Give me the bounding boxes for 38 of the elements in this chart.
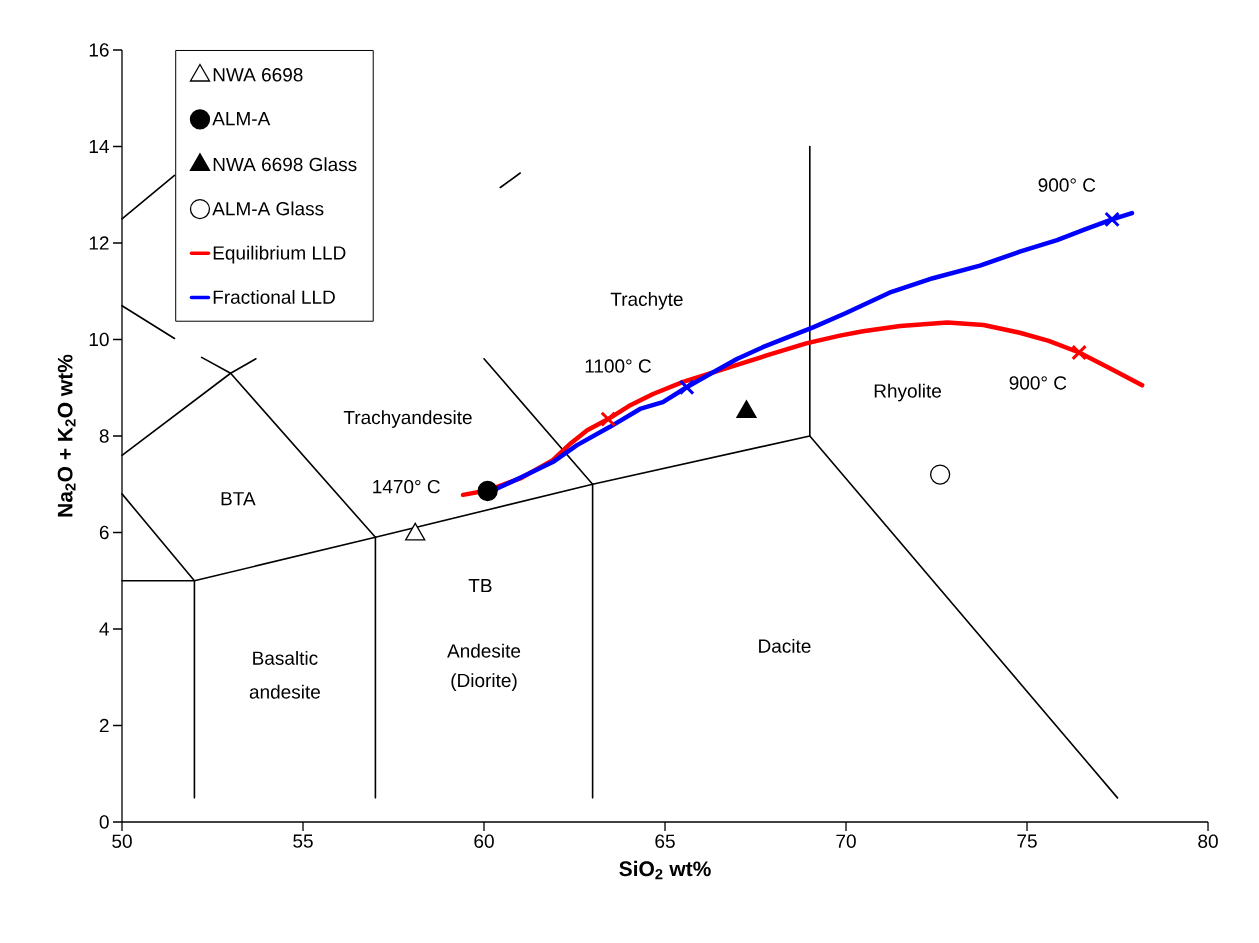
x-axis-title: SiO$_{2}$ wt%: [619, 860, 711, 880]
y-tick-label: 16: [89, 43, 109, 57]
y-tick-label: 6: [99, 525, 109, 540]
annotation: 1100° C: [585, 359, 651, 373]
annotation: 900° C: [1038, 178, 1096, 192]
x-tick-label: 60: [474, 834, 494, 848]
y-axis-title: Na$_{2}$O + K$_{2}$O wt%: [57, 354, 76, 517]
legend-label: NWA 6698 Glass: [213, 157, 357, 172]
annotation: Trachyandesite: [343, 410, 472, 428]
annotation: 900° C: [1009, 376, 1067, 390]
annotation: andesite: [249, 684, 320, 699]
annotation: Trachyte: [610, 292, 683, 310]
x-tick-label: 75: [1017, 834, 1037, 848]
x-tick-label: 80: [1198, 834, 1218, 848]
y-tick-label: 14: [89, 139, 109, 154]
y-tick-label: 10: [89, 332, 109, 347]
annotation: TB: [468, 579, 492, 593]
annotation: Rhyolite: [874, 383, 942, 402]
y-tick-label: 4: [99, 622, 109, 636]
legend-label: ALM-A Glass: [212, 201, 324, 216]
x-tick-label: 70: [836, 834, 856, 848]
y-tick-label: 0: [99, 815, 109, 829]
legend-label: Equilibrium LLD: [213, 245, 346, 264]
x-tick-label: 50: [112, 834, 132, 848]
y-tick-label: 8: [99, 429, 109, 443]
annotation: 1470° C: [373, 479, 440, 494]
annotation: Basaltic: [253, 650, 318, 665]
x-tick-label: 65: [655, 834, 675, 848]
annotation: Dacite: [759, 638, 811, 653]
annotation: Andesite: [447, 643, 521, 658]
annotation: (Diorite): [451, 673, 517, 691]
x-tick-label: 55: [293, 834, 313, 848]
y-tick-label: 12: [89, 236, 109, 250]
legend-label: ALM-A: [212, 112, 271, 126]
legend-label: Fractional LLD: [213, 289, 335, 304]
annotation: BTA: [221, 492, 256, 506]
legend-label: NWA 6698: [213, 68, 303, 82]
y-tick-label: 2: [99, 718, 109, 733]
